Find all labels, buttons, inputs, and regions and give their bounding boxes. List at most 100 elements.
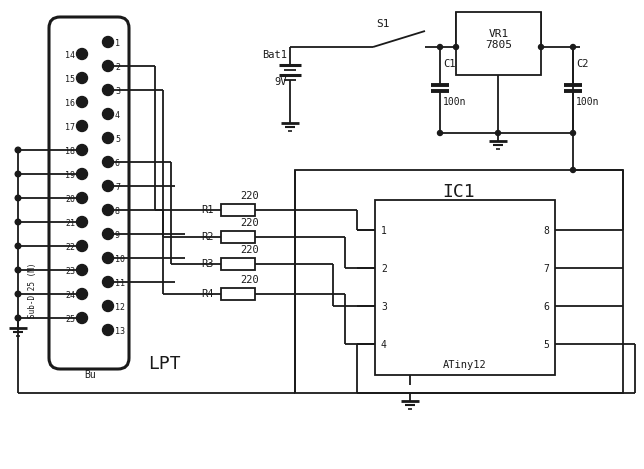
Text: R1: R1	[201, 205, 214, 215]
Text: 18: 18	[65, 146, 75, 156]
Text: R2: R2	[201, 232, 214, 242]
Text: 4: 4	[381, 340, 387, 350]
Text: 12: 12	[115, 303, 125, 311]
Text: 100n: 100n	[443, 97, 466, 107]
Circle shape	[102, 228, 113, 240]
Text: Bat1: Bat1	[262, 50, 287, 60]
Text: Sub-D 25 (M): Sub-D 25 (M)	[28, 262, 37, 318]
Text: 24: 24	[65, 290, 75, 300]
Circle shape	[495, 130, 500, 136]
Circle shape	[102, 133, 113, 144]
Text: 1: 1	[115, 38, 120, 47]
Text: LPT: LPT	[148, 355, 180, 373]
Text: 15: 15	[65, 75, 75, 83]
Circle shape	[15, 219, 21, 225]
Bar	[221, 204, 255, 216]
Text: VR1
7805: VR1 7805	[485, 29, 512, 50]
Text: 5: 5	[115, 135, 120, 144]
Circle shape	[102, 325, 113, 335]
Text: 220: 220	[240, 191, 259, 201]
Text: 2: 2	[381, 264, 387, 274]
Circle shape	[437, 130, 442, 136]
Text: 5: 5	[543, 340, 549, 350]
Circle shape	[437, 45, 442, 50]
Circle shape	[77, 73, 88, 83]
Circle shape	[15, 315, 21, 321]
Circle shape	[77, 97, 88, 107]
Text: 17: 17	[65, 122, 75, 131]
Bar	[295, 170, 623, 393]
Text: R4: R4	[201, 289, 214, 299]
FancyBboxPatch shape	[49, 17, 129, 369]
Text: 100n: 100n	[576, 97, 600, 107]
Text: 220: 220	[240, 245, 259, 255]
Text: 9: 9	[115, 230, 120, 240]
Text: 7: 7	[115, 182, 120, 191]
Circle shape	[102, 277, 113, 287]
Circle shape	[15, 243, 21, 249]
Circle shape	[15, 171, 21, 177]
Text: 19: 19	[65, 171, 75, 180]
Circle shape	[77, 48, 88, 60]
Text: 11: 11	[115, 279, 125, 287]
Text: 3: 3	[381, 302, 387, 312]
Circle shape	[102, 37, 113, 47]
Bar	[221, 288, 255, 300]
Circle shape	[102, 157, 113, 167]
Circle shape	[538, 45, 544, 50]
Bar	[375, 200, 555, 375]
Text: 6: 6	[115, 159, 120, 167]
Bar	[221, 231, 255, 243]
Text: 4: 4	[115, 111, 120, 120]
Text: IC1: IC1	[442, 183, 475, 201]
Text: S1: S1	[376, 19, 390, 29]
Circle shape	[15, 147, 21, 153]
Circle shape	[15, 291, 21, 297]
Text: Bu: Bu	[84, 370, 96, 380]
Circle shape	[571, 45, 576, 50]
Circle shape	[102, 108, 113, 120]
Circle shape	[571, 167, 576, 173]
Bar	[221, 258, 255, 270]
Text: ATiny12: ATiny12	[443, 360, 487, 370]
Bar	[456, 12, 541, 75]
Text: 9V: 9V	[274, 77, 287, 87]
Circle shape	[102, 181, 113, 191]
Circle shape	[453, 45, 459, 50]
Circle shape	[77, 288, 88, 300]
Text: 20: 20	[65, 195, 75, 204]
Text: R3: R3	[201, 259, 214, 269]
Text: 220: 220	[240, 275, 259, 285]
Circle shape	[77, 192, 88, 204]
Circle shape	[77, 312, 88, 324]
Circle shape	[77, 144, 88, 156]
Text: 25: 25	[65, 315, 75, 324]
Text: 6: 6	[543, 302, 549, 312]
Text: 10: 10	[115, 255, 125, 264]
Text: C2: C2	[576, 59, 589, 69]
Circle shape	[102, 84, 113, 96]
Circle shape	[15, 267, 21, 273]
Circle shape	[77, 241, 88, 251]
Circle shape	[15, 195, 21, 201]
Text: 22: 22	[65, 242, 75, 251]
Circle shape	[102, 61, 113, 71]
Text: 21: 21	[65, 219, 75, 227]
Circle shape	[77, 168, 88, 180]
Text: 7: 7	[543, 264, 549, 274]
Text: 2: 2	[115, 62, 120, 71]
Circle shape	[102, 252, 113, 264]
Circle shape	[77, 121, 88, 131]
Circle shape	[77, 265, 88, 275]
Text: 13: 13	[115, 326, 125, 335]
Circle shape	[77, 217, 88, 227]
Circle shape	[102, 301, 113, 311]
Text: 16: 16	[65, 98, 75, 107]
Text: 8: 8	[115, 206, 120, 215]
Text: 1: 1	[381, 226, 387, 236]
Text: 23: 23	[65, 266, 75, 275]
Circle shape	[571, 130, 576, 136]
Circle shape	[102, 204, 113, 215]
Text: 14: 14	[65, 51, 75, 60]
Text: 220: 220	[240, 218, 259, 228]
